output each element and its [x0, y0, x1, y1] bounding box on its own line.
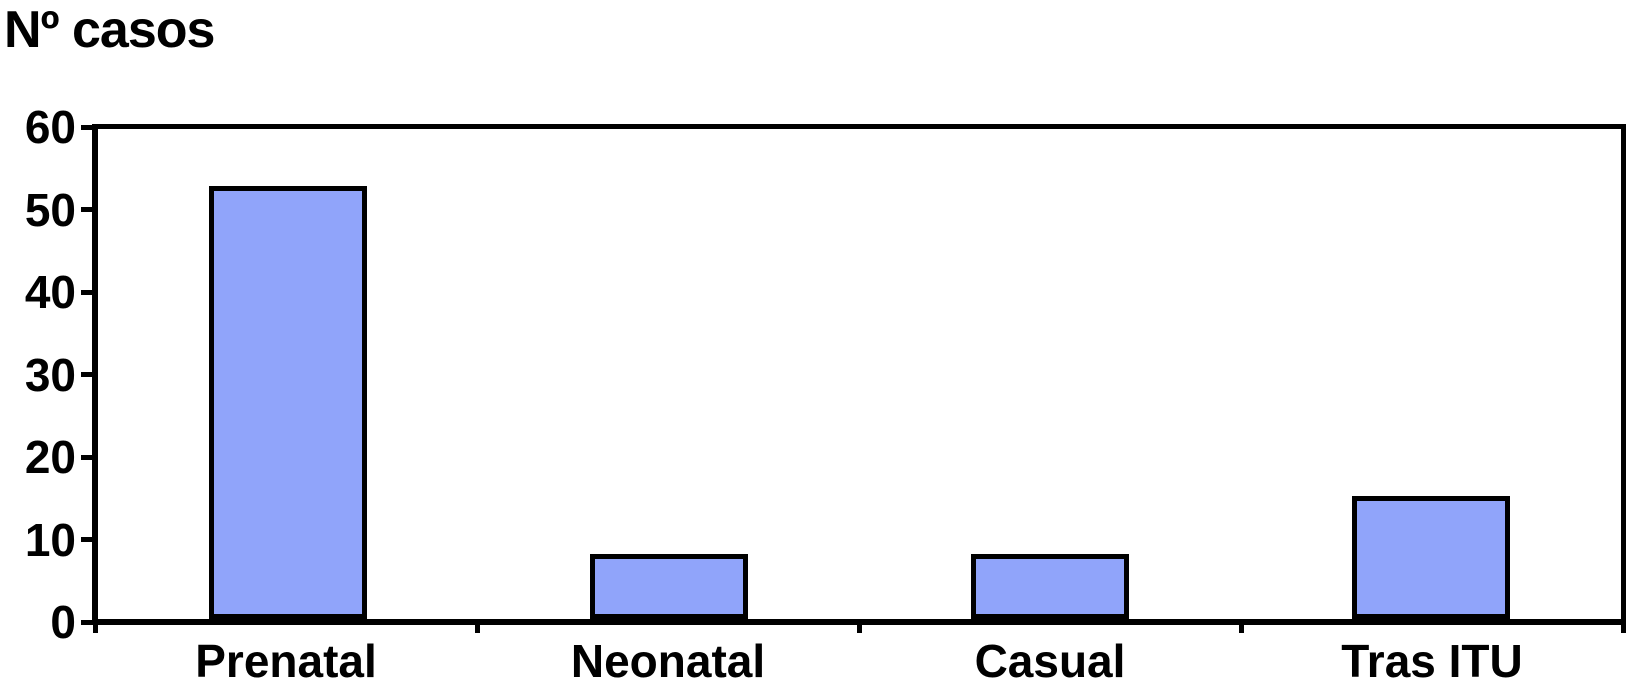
bar-casual — [971, 554, 1129, 619]
y-axis-tick-mark — [81, 620, 95, 625]
x-axis-category-label: Tras ITU — [1341, 635, 1523, 687]
y-axis-tick-mark — [81, 125, 95, 130]
plot-area — [92, 124, 1626, 625]
x-axis-tick-mark — [1239, 622, 1244, 633]
y-axis-tick-mark — [81, 455, 95, 460]
chart-title: Nº casos — [4, 1, 215, 59]
x-axis-category-label: Neonatal — [570, 635, 766, 687]
x-axis-category-label: Casual — [974, 635, 1126, 687]
x-axis-category-label: Prenatal — [195, 635, 377, 687]
y-axis-tick-label: 40 — [24, 266, 76, 318]
x-axis-tick-mark — [475, 622, 480, 633]
y-axis-tick-mark — [81, 290, 95, 295]
x-axis-tick-mark — [1621, 622, 1626, 633]
y-axis-tick-label: 0 — [50, 596, 76, 648]
y-axis-tick-label: 60 — [24, 101, 76, 153]
y-axis-tick-mark — [81, 207, 95, 212]
y-axis-tick-label: 30 — [24, 349, 76, 401]
y-axis-tick-mark — [81, 372, 95, 377]
bar-tras-itu — [1352, 496, 1510, 619]
x-axis-tick-mark — [93, 622, 98, 633]
bar-prenatal — [209, 186, 367, 619]
y-axis-tick-mark — [81, 537, 95, 542]
y-axis-tick-label: 10 — [24, 514, 76, 566]
bar-neonatal — [590, 554, 748, 619]
y-axis-tick-label: 50 — [24, 184, 76, 236]
x-axis-tick-mark — [857, 622, 862, 633]
y-axis-tick-label: 20 — [24, 431, 76, 483]
